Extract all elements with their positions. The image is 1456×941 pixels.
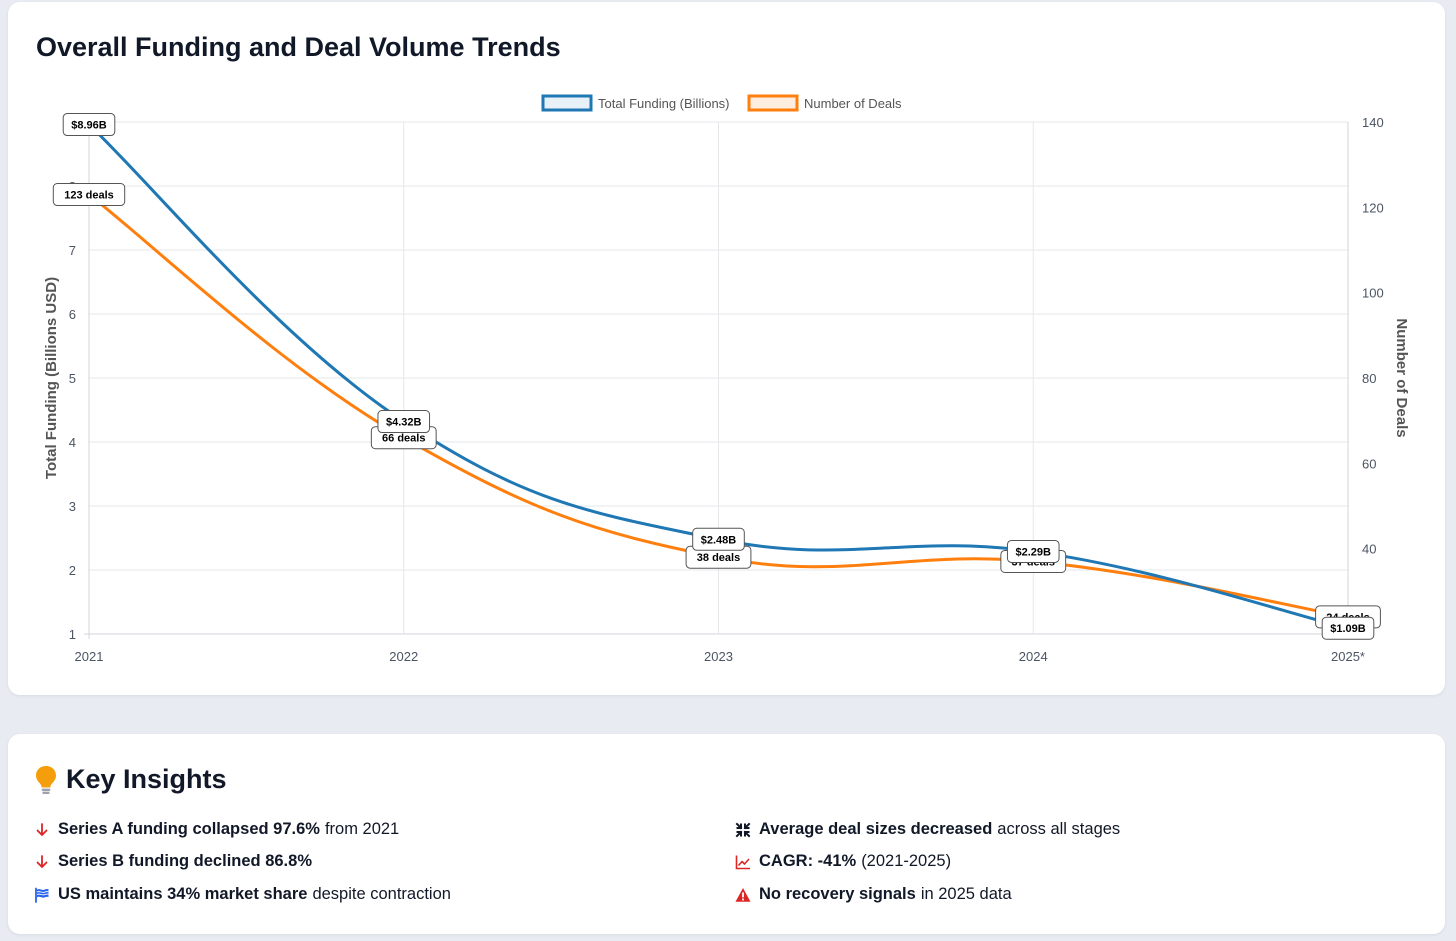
trend-chart-icon [735,855,750,869]
lightbulb-icon [36,766,56,794]
insight-item: Series A funding collapsed 97.6% from 20… [34,820,399,839]
y-left-tick-label: 1 [69,627,76,642]
x-tick-label: 2024 [1019,649,1048,664]
legend-swatch [747,94,799,112]
data-label-funding: $1.09B [1330,623,1366,635]
warning-icon [735,887,751,902]
insight-bold: No recovery signals [759,885,916,903]
y-left-tick-label: 2 [69,563,76,578]
insight-bold: Average deal sizes decreased [759,820,993,838]
y-left-tick-label: 7 [69,243,76,258]
data-label-deals: 66 deals [382,433,425,445]
insight-bold: US maintains 34% market share [58,885,308,903]
y-right-tick-label: 120 [1362,200,1384,215]
insight-text: despite contraction [312,885,451,903]
insight-bold: CAGR: -41% [759,852,857,870]
compress-icon [735,822,751,837]
y-right-tick-label: 60 [1362,456,1376,471]
data-label-deals: 38 deals [697,552,740,564]
data-label-funding-box [377,410,431,434]
insights-card: Key Insights Series A funding collapsed … [8,734,1445,934]
y-right-tick-label: 40 [1362,542,1376,557]
insight-text: (2021-2025) [861,852,952,870]
insight-text: in 2025 data [920,885,1012,903]
data-label-funding: $2.29B [1016,546,1052,558]
x-tick-label: 2023 [704,649,733,664]
legend-label: Total Funding (Billions) [598,96,730,111]
insight-item: Average deal sizes decreased across all … [735,820,1120,839]
data-label-funding: $2.48B [701,534,737,546]
legend-label: Number of Deals [804,96,902,111]
x-tick-label: 2022 [389,649,418,664]
insight-text: across all stages [997,820,1121,838]
data-label-funding: $8.96B [71,120,107,132]
data-label-deals-box [52,183,126,207]
y-left-tick-label: 5 [69,371,76,386]
data-label-funding: $4.32B [386,417,422,429]
y-right-axis-title: Number of Deals [1393,318,1410,437]
insight-bold: Series B funding declined 86.8% [58,852,312,870]
chart-title: Overall Funding and Deal Volume Trends [36,32,561,62]
y-left-tick-label: 4 [69,435,76,450]
insight-item: CAGR: -41% (2021-2025) [735,852,951,871]
arrow-down-icon [36,854,48,868]
y-right-tick-label: 140 [1362,115,1384,130]
insight-item: US maintains 34% market share despite co… [34,885,451,904]
insight-bold: Series A funding collapsed 97.6% [58,820,320,838]
data-label-deals: 123 deals [64,190,114,202]
x-tick-label: 2021 [75,649,104,664]
insight-text: from 2021 [324,820,400,838]
y-left-tick-label: 6 [69,307,76,322]
data-label-funding-box [1321,616,1375,640]
y-right-tick-label: 100 [1362,286,1384,301]
chart-card: Overall Funding and Deal Volume Trends 1… [8,2,1445,695]
flag-icon [35,887,49,903]
arrow-down-icon [36,822,48,836]
insight-item: Series B funding declined 86.8% [34,852,317,871]
data-label-funding-box [62,113,116,137]
data-label-funding-box [1006,539,1060,563]
y-left-axis-title: Total Funding (Billions USD) [43,277,60,479]
insights-title: Key Insights [66,764,227,794]
y-left-tick-label: 3 [69,499,76,514]
y-right-tick-label: 80 [1362,371,1376,386]
funding-deals-line-chart: 1234567840608010012014020212022202320242… [43,94,1410,664]
insight-item: No recovery signals in 2025 data [735,885,1012,904]
legend-swatch [541,94,593,112]
x-tick-label: 2025* [1331,649,1365,664]
data-label-funding-box [692,527,745,551]
